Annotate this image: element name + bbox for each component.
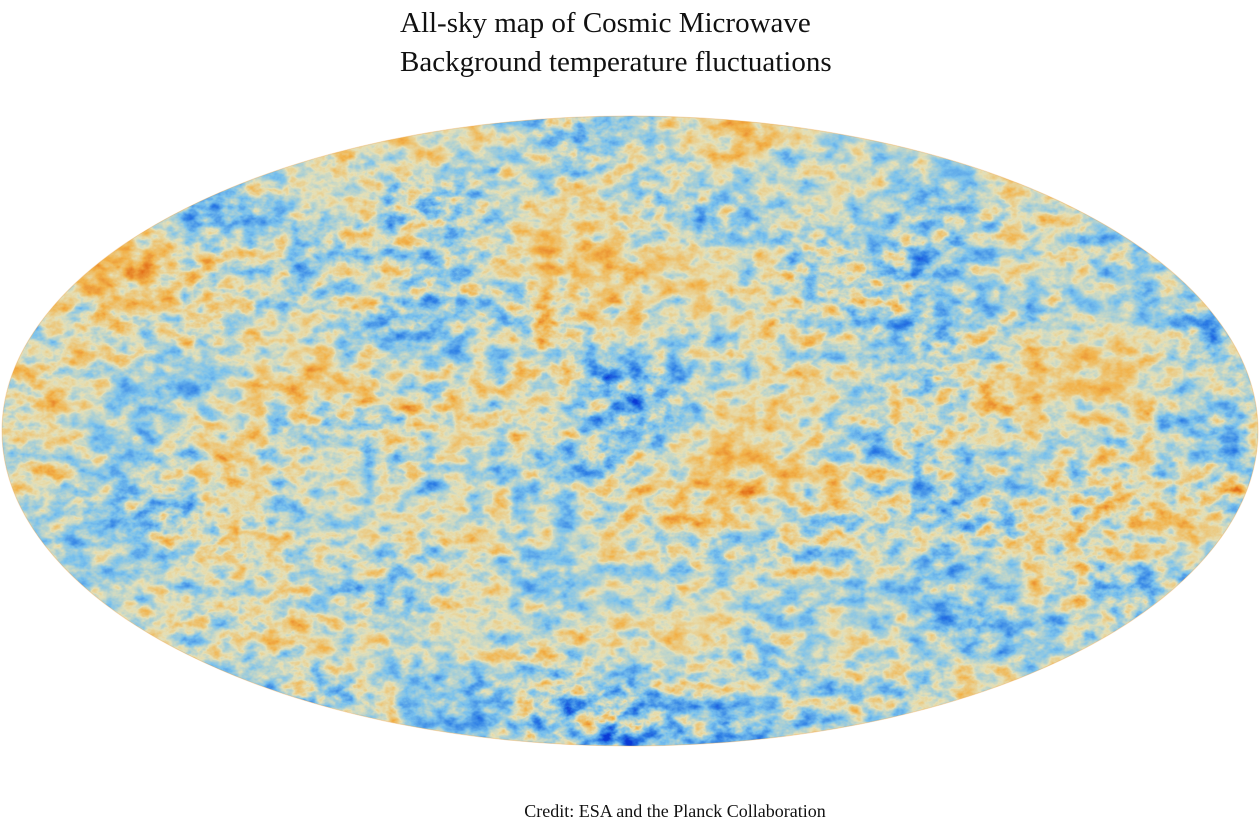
cmb-sky-map	[0, 114, 1260, 748]
map-title-line-2: Background temperature fluctuations	[400, 46, 832, 78]
image-credit: Credit: ESA and the Planck Collaboration	[524, 801, 826, 821]
map-title-line-1: All-sky map of Cosmic Microwave	[400, 7, 811, 39]
map-title: All-sky map of Cosmic Microwave Backgrou…	[400, 4, 1100, 82]
cmb-sky-map-image	[1, 115, 1259, 747]
cmb-temperature-field	[2, 116, 1258, 746]
map-edge	[1, 115, 1259, 747]
